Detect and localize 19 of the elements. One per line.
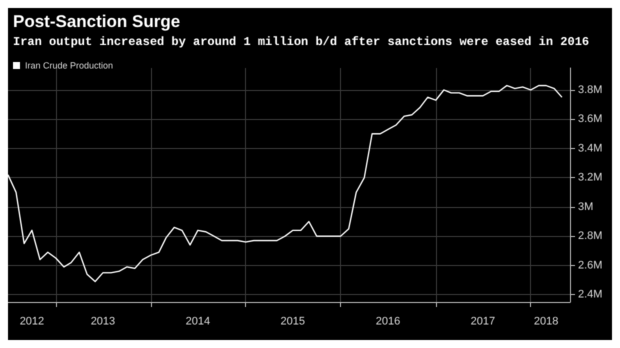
x-tick-label: 2016 [376,316,400,328]
x-tick-label: 2014 [186,316,210,328]
chart-subtitle: Iran output increased by around 1 million b/d after sanctions were eased in 2016 [13,35,590,49]
y-tick-label: 3.8M [578,84,602,96]
chart-title: Post-Sanction Surge [13,12,180,31]
y-tick-label: 2.8M [578,230,602,242]
y-tick-label: 3.2M [578,172,602,184]
x-tick-label: 2013 [90,316,116,328]
x-tick-label: 2012 [20,316,44,328]
x-tick-label: 2015 [280,316,306,328]
legend-label: Iran Crude Production [25,60,114,70]
x-tick-label: 2018 [534,316,558,328]
y-tick-label: 2.6M [578,259,602,272]
line-series [8,84,563,282]
y-tick-label: 3.6M [578,113,602,126]
x-tick-label: 2017 [470,316,496,328]
y-tick-label: 3.4M [578,142,602,154]
y-tick-label: 2.4M [578,288,602,301]
y-tick-label: 3M [578,200,594,213]
